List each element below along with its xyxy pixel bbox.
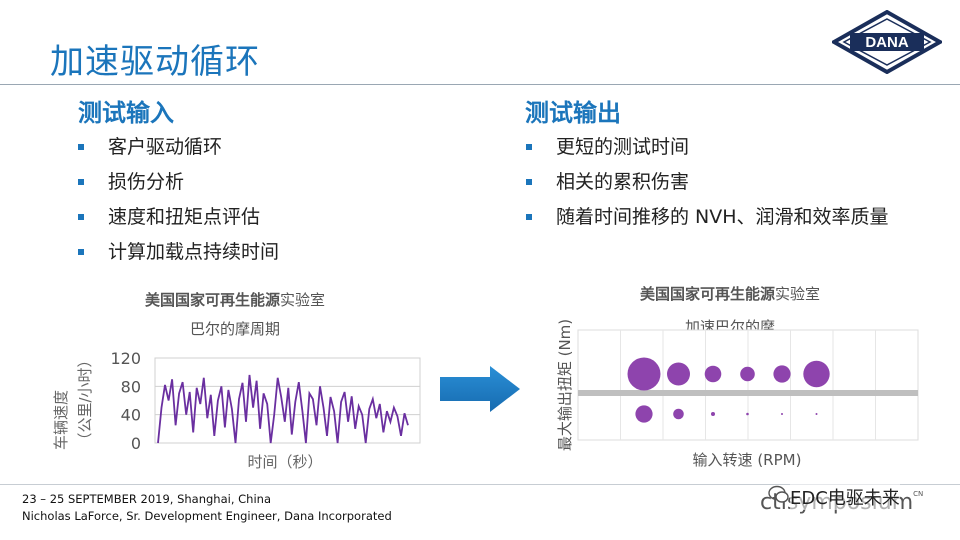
list-item-text: 计算加载点持续时间 <box>108 241 280 263</box>
list-item: 损伤分析 <box>76 171 279 206</box>
y-axis-label: 车辆速度 <box>52 390 70 450</box>
bubble-point <box>803 360 830 388</box>
test-output-list: 更短的测试时间 相关的累积伤害 随着时间推移的 NVH、润滑和效率质量 <box>524 136 889 241</box>
wechat-watermark: EDC电驱未来 <box>790 484 900 510</box>
accelerated-chart: 最大输出扭矩 (Nm) 输入转速 (RPM) <box>556 319 919 469</box>
bullet-icon <box>526 144 532 150</box>
slide-title: 加速驱动循环 <box>50 42 260 82</box>
bullet-icon <box>78 144 84 150</box>
drive-cycle-chart-subtitle: 巴尔的摩周期 <box>189 320 280 338</box>
chart-title-bold: 美国国家可再生能源 <box>639 285 775 303</box>
list-item-text: 更短的测试时间 <box>556 136 690 158</box>
x-axis-label: 输入转速 (RPM) <box>693 451 802 469</box>
footer-divider <box>0 484 960 485</box>
presenter-info: Nicholas LaForce, Sr. Development Engine… <box>22 509 392 523</box>
logo-wordmark: DANA <box>865 34 908 51</box>
bullet-icon <box>78 214 84 220</box>
bubble-point <box>740 366 755 382</box>
brand-superscript: CN <box>913 490 924 498</box>
title-divider <box>0 84 960 85</box>
bubble-point <box>704 365 722 383</box>
list-item-text: 客户驱动循环 <box>108 136 223 158</box>
y-tick-label: 120 <box>110 349 141 368</box>
drive-cycle-chart-title: 美国国家可再生能源实验室 <box>110 289 360 310</box>
bullet-icon <box>78 249 84 255</box>
bubble-point <box>746 412 749 416</box>
bubble-point <box>635 405 653 423</box>
bubble-point <box>781 413 783 415</box>
test-input-heading: 测试输入 <box>78 99 174 127</box>
bubble-point <box>815 413 818 415</box>
right-arrow-icon <box>440 366 520 412</box>
list-item-text: 随着时间推移的 NVH、润滑和效率质量 <box>556 206 889 228</box>
test-input-list: 客户驱动循环 损伤分析 速度和扭矩点评估 计算加载点持续时间 <box>76 136 279 276</box>
wechat-icon <box>768 485 789 503</box>
bubble-point <box>711 412 715 416</box>
list-item: 速度和扭矩点评估 <box>76 206 279 241</box>
test-output-heading: 测试输出 <box>525 99 621 127</box>
chart-title-light: 实验室 <box>280 291 326 309</box>
dana-logo: DANA <box>832 10 942 74</box>
bubble-point <box>627 357 661 391</box>
bubble-point <box>667 362 690 386</box>
list-item: 更短的测试时间 <box>524 136 889 171</box>
x-axis-label: 时间（秒） <box>247 453 322 471</box>
list-item: 相关的累积伤害 <box>524 171 889 206</box>
list-item: 计算加载点持续时间 <box>76 241 279 276</box>
list-item-text: 相关的累积伤害 <box>556 171 690 193</box>
list-item: 客户驱动循环 <box>76 136 279 171</box>
y-axis-label: 最大输出扭矩 (Nm) <box>556 319 574 451</box>
speed-series-line <box>157 374 409 444</box>
drive-cycle-chart: 车辆速度 （公里/小时） 0 40 80 120 时间（秒） <box>52 349 421 471</box>
y-axis-unit-label: （公里/小时） <box>76 352 94 447</box>
bullet-icon <box>526 179 532 185</box>
list-item-text: 损伤分析 <box>108 171 185 193</box>
list-item: 随着时间推移的 NVH、润滑和效率质量 <box>524 206 889 241</box>
event-info: 23 – 25 SEPTEMBER 2019, Shanghai, China <box>22 492 271 506</box>
chart-title-bold: 美国国家可再生能源 <box>144 291 280 309</box>
bubble-point <box>773 365 791 383</box>
y-tick-label: 80 <box>121 377 141 396</box>
accelerated-chart-title: 美国国家可再生能源实验室 <box>600 283 860 304</box>
bullet-icon <box>78 179 84 185</box>
y-tick-label: 40 <box>121 406 141 425</box>
bubble-point <box>673 408 684 420</box>
list-item-text: 速度和扭矩点评估 <box>108 206 261 228</box>
y-tick-label: 0 <box>131 434 141 453</box>
chart-title-light: 实验室 <box>775 285 821 303</box>
bullet-icon <box>526 214 532 220</box>
